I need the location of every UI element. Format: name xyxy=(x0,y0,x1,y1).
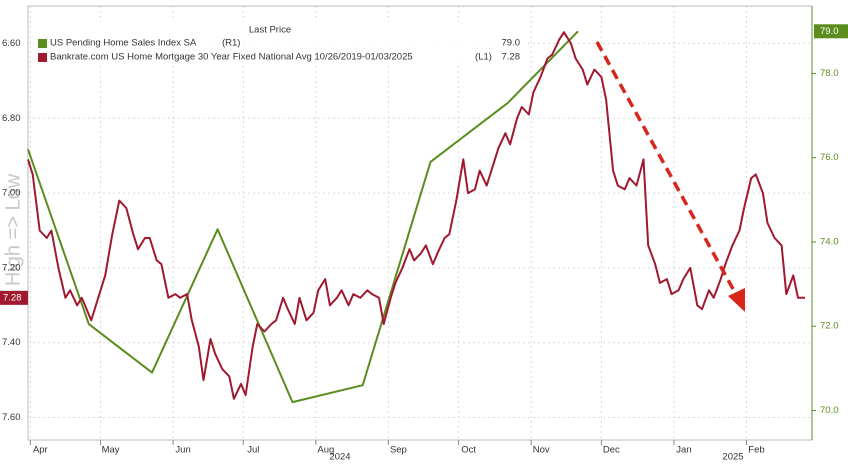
y-tick-label: 7.20 xyxy=(2,262,21,273)
annotation-arrow xyxy=(595,41,745,312)
x-tick-label: Oct xyxy=(461,445,476,456)
arrow-shaft xyxy=(595,41,740,299)
year-label: 2025 xyxy=(722,452,743,463)
last-value-badge xyxy=(0,290,28,305)
y-tick-label: 7.40 xyxy=(2,337,21,348)
x-tick-label: Jun xyxy=(175,445,190,456)
y2-tick-label: 70.0 xyxy=(820,405,839,416)
y-tick-label: 6.80 xyxy=(2,113,21,124)
x-tick-label: Apr xyxy=(33,445,48,456)
last-value-badge xyxy=(814,24,848,39)
x-tick-label: Jan xyxy=(676,445,691,456)
series-line xyxy=(27,30,579,404)
y-tick-label: 7.00 xyxy=(2,188,21,199)
legend: Last Price US Pending Home Sales Index S… xyxy=(34,22,526,66)
plot-frame xyxy=(27,5,813,441)
x-tick-label: Aug xyxy=(317,445,334,456)
y-axis-label: High => Low xyxy=(2,173,24,286)
x-tick-label: Jul xyxy=(247,445,259,456)
y-tick-label: 6.60 xyxy=(2,38,21,49)
x-tick-label: Nov xyxy=(533,445,550,456)
x-tick-label: Feb xyxy=(748,445,764,456)
y2-tick-label: 76.0 xyxy=(820,152,839,163)
x-tick-label: Sep xyxy=(390,445,407,456)
x-tick-label: May xyxy=(102,445,120,456)
legend-value: 7.28 xyxy=(502,52,521,63)
series-line xyxy=(27,31,805,400)
last-value-label: 7.28 xyxy=(3,292,22,303)
y2-tick-label: 78.0 xyxy=(820,68,839,79)
legend-swatch xyxy=(38,53,47,62)
last-value-label: 79.0 xyxy=(820,26,839,37)
legend-box xyxy=(34,22,526,66)
legend-value: 79.0 xyxy=(502,38,521,49)
year-label: 2024 xyxy=(329,452,350,463)
legend-swatch xyxy=(38,39,47,48)
y2-tick-label: 74.0 xyxy=(820,236,839,247)
legend-axis-tag: (L1) xyxy=(475,52,492,63)
y2-tick-label: 72.0 xyxy=(820,321,839,332)
legend-title: Last Price xyxy=(249,25,291,36)
arrow-head xyxy=(728,288,745,312)
legend-label: US Pending Home Sales Index SA xyxy=(50,38,197,49)
y-tick-label: 7.60 xyxy=(2,412,21,423)
x-tick-label: Dec xyxy=(603,445,620,456)
legend-axis-tag: (R1) xyxy=(222,38,240,49)
legend-label: Bankrate.com US Home Mortgage 30 Year Fi… xyxy=(50,52,413,63)
